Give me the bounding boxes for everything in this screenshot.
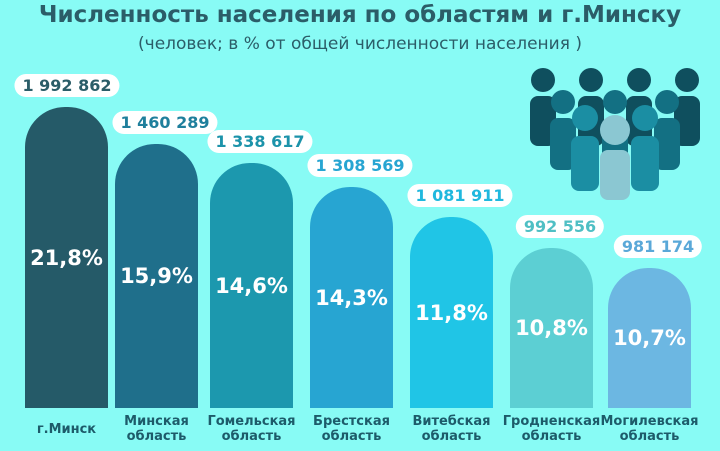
value-label: 1 992 862 (14, 74, 120, 97)
chart-subtitle: (человек; в % от общей численности насел… (138, 34, 582, 54)
bar: 11,8% (410, 217, 493, 408)
percent-label: 14,3% (315, 285, 388, 310)
percent-label: 11,8% (415, 300, 488, 325)
category-label: г.Минск (36, 422, 97, 437)
category-label: Гродненская область (502, 414, 601, 444)
value-label: 1 460 289 (112, 111, 218, 134)
percent-label: 15,9% (120, 264, 193, 288)
chart-title: Численность населения по областям и г.Ми… (38, 2, 682, 28)
bar: 15,9% (115, 144, 198, 408)
category-label: Витебская область (412, 414, 491, 444)
category-label: Гомельская область (207, 414, 296, 444)
value-label: 1 081 911 (407, 184, 513, 207)
people-group-icon (530, 68, 700, 200)
percent-label: 10,7% (613, 326, 686, 350)
value-label: 1 308 569 (307, 154, 413, 177)
percent-label: 14,6% (215, 273, 288, 298)
category-label: Минская область (124, 414, 189, 444)
bar: 10,8% (510, 248, 593, 408)
category-label: Могилевская область (600, 414, 699, 444)
percent-label: 10,8% (515, 316, 588, 340)
percent-label: 21,8% (30, 245, 103, 270)
bar: 14,6% (210, 163, 293, 408)
bar: 14,3% (310, 187, 393, 408)
category-label: Брестская область (313, 414, 390, 444)
bar: 21,8% (25, 107, 108, 408)
bar: 10,7% (608, 268, 691, 408)
value-label: 1 338 617 (207, 130, 313, 153)
value-label: 992 556 (515, 215, 605, 238)
value-label: 981 174 (613, 235, 703, 258)
